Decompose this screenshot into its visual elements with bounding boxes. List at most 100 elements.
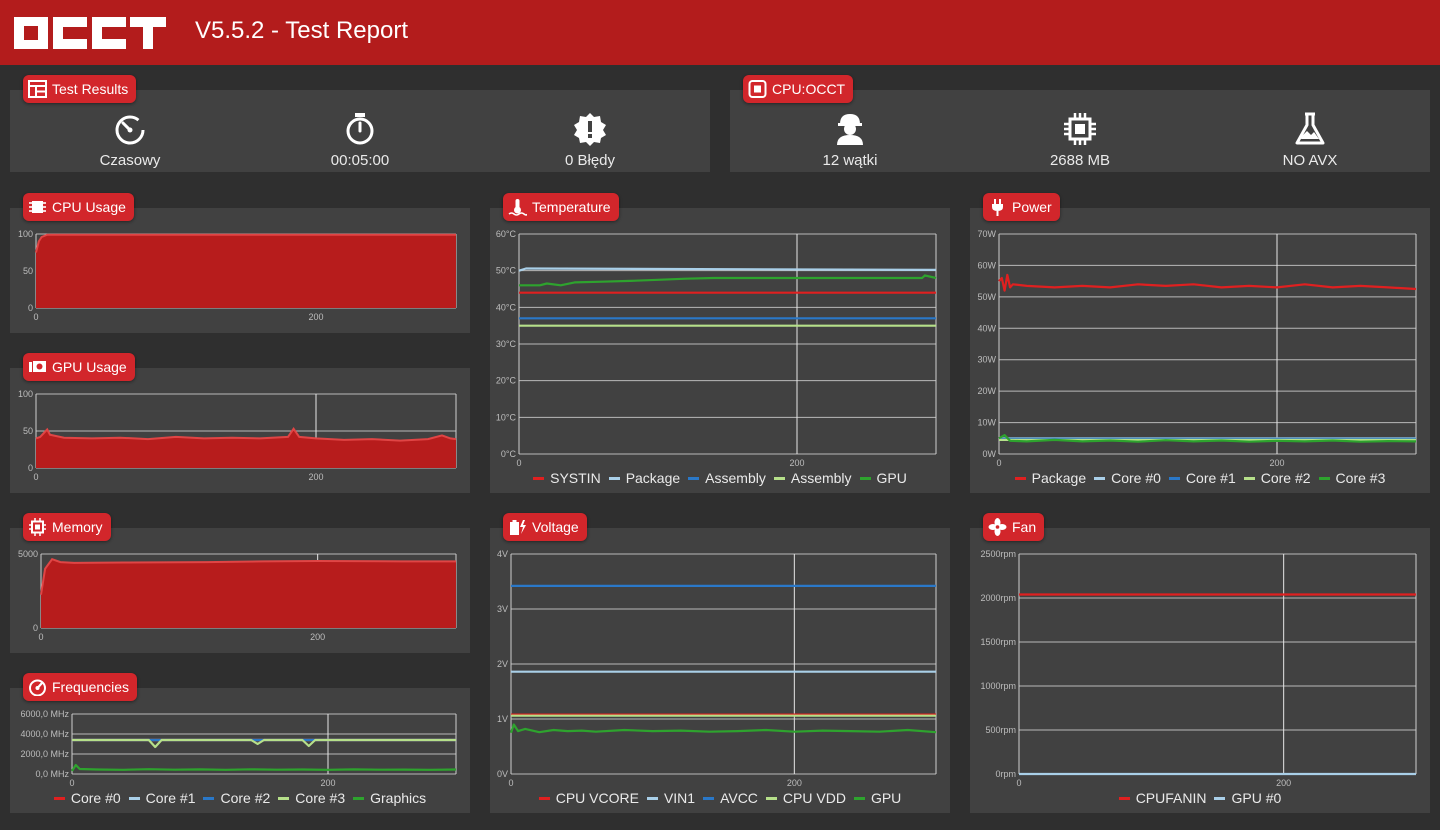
area-fill [36,428,456,468]
voltage-badge: Voltage [503,513,587,541]
legend-item: Package [1014,470,1086,486]
y-tick-label: 0 [28,463,33,473]
y-tick-label: 4000,0 MHz [20,729,69,739]
fan-label: Fan [1012,519,1037,535]
frequencies-badge: Frequencies [23,673,138,701]
gpu-usage-chart: 100 50 0 0 200 [10,388,470,488]
legend-swatch [1094,476,1106,480]
legend-label: Core #0 [70,790,121,806]
legend-swatch [773,476,785,480]
legend-swatch [1243,476,1255,480]
legend-swatch [53,796,65,800]
legend-item: Core #2 [203,790,270,806]
legend-item: Core #0 [1094,470,1161,486]
legend-item: CPU VCORE [538,790,639,806]
legend-label: Core #2 [1260,470,1311,486]
power-legend: Package Core #0 Core #1 Core #2 Core #3 [970,470,1430,486]
cpu-test-label: CPU:OCCT [772,81,846,97]
legend-label: Assembly [705,470,766,486]
y-tick-label: 0 [33,623,38,633]
legend-swatch [1214,796,1226,800]
x-tick-label: 200 [1269,458,1284,468]
errors-stat: 0 Błędy [490,112,690,169]
legend-swatch [608,476,620,480]
legend-label: Core #3 [1335,470,1386,486]
x-tick-label: 0 [1016,778,1021,788]
x-tick-label: 0 [33,472,38,482]
x-tick-label: 200 [308,472,323,482]
errors-value: 0 Błędy [564,152,616,169]
memory-size-value: 2688 MB [1049,152,1111,169]
y-tick-label: 2000rpm [980,593,1016,603]
legend-swatch [765,796,777,800]
legend-label: CPUFANIN [1135,790,1207,806]
voltage-panel [490,528,950,813]
area-line [35,233,456,253]
y-tick-label: 40°C [496,302,517,312]
legend-label: Graphics [370,790,427,806]
y-tick-label: 500rpm [985,725,1016,735]
power-label: Power [1012,199,1052,215]
power-chart: 70W 60W 50W 40W 30W 20W 10W 0W 0 200 [970,228,1430,468]
legend-label: CPU VDD [782,790,846,806]
legend-swatch [128,796,140,800]
legend-item: Core #1 [128,790,196,806]
legend-swatch [703,796,715,800]
fan-chart: 2500rpm 2000rpm 1500rpm 1000rpm 500rpm 0rpm 0 2… [970,548,1430,788]
legend-label: GPU #0 [1231,790,1282,806]
thermometer-icon [508,199,527,216]
flask-icon [1295,112,1325,145]
x-tick-label: 200 [320,778,335,788]
y-tick-label: 4V [497,549,508,559]
legend-item: Graphics [353,790,426,806]
occt-logo [14,17,166,49]
y-tick-label: 100 [18,229,33,239]
y-tick-label: 50 [23,426,33,436]
legend-label: Core #1 [1185,470,1236,486]
legend-label: Core #1 [145,790,196,806]
x-tick-label: 200 [1276,778,1291,788]
legend-swatch [353,796,365,800]
y-tick-label: 10°C [496,412,517,422]
legend-swatch [1318,476,1330,480]
x-tick-label: 0 [38,632,43,642]
frequencies-panel [10,688,470,813]
area-fill [36,234,456,308]
cpu-chip-icon [29,201,46,213]
legend-swatch [688,476,700,480]
y-tick-label: 10W [977,418,996,428]
temperature-legend: SYSTIN Package Assembly Assembly GPU [490,470,950,486]
report-title: V5.5.2 - Test Report [195,17,408,44]
voltage-legend: CPU VCORE VIN1 AVCC CPU VDD GPU [490,790,950,806]
legend-swatch [203,796,215,800]
y-tick-label: 60°C [496,229,517,239]
frequencies-legend: Core #0 Core #1 Core #2 Core #3 Graphics [10,790,470,806]
x-tick-label: 200 [787,778,802,788]
legend-label: Core #0 [1111,470,1161,486]
error-badge-icon [574,113,606,146]
legend-item: SYSTIN [533,470,601,486]
y-tick-label: 2500rpm [980,549,1016,559]
legend-label: AVCC [720,790,758,806]
y-tick-label: 0 [28,303,33,313]
power-badge: Power [983,193,1060,221]
x-tick-label: 200 [310,632,325,642]
worker-icon [837,114,863,145]
legend-swatch [533,476,545,480]
test-results-label: Test Results [52,81,129,97]
legend-swatch [1014,476,1026,480]
y-tick-label: 0,0 MHz [35,769,69,779]
y-tick-label: 100 [18,389,33,399]
cpu-usage-chart: 100 50 0 0 200 [10,228,470,328]
x-tick-label: 200 [789,458,804,468]
power-svg: 70W 60W 50W 40W 30W 20W 10W 0W0 200 [977,229,1417,468]
temperature-chart: 60°C 50°C 40°C 30°C 20°C 10°C 0°C 0 200 [490,228,950,468]
x-tick-label: 0 [516,458,521,468]
fan-icon [988,518,1007,536]
x-tick-label: 0 [69,778,74,788]
plug-icon [992,199,1003,216]
temperature-label: Temperature [532,199,611,215]
threads-value: 12 wątki [822,152,878,169]
legend-label: GPU [870,790,902,806]
